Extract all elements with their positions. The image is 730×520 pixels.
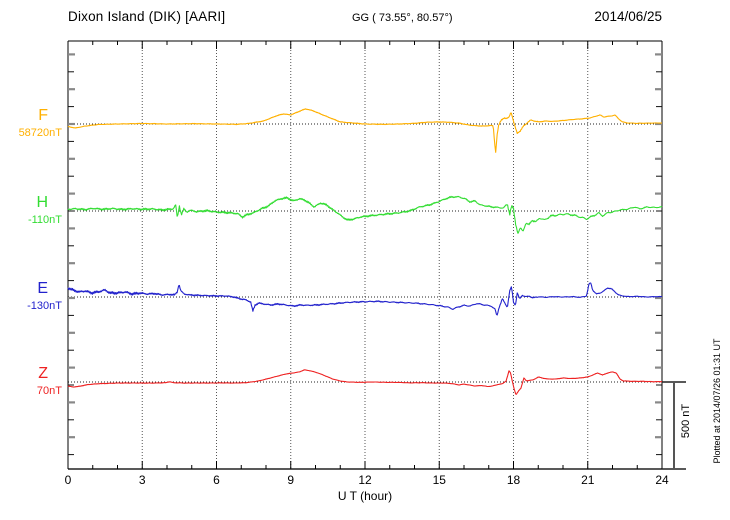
xaxis-tick-label-9: 9 [287,473,295,487]
component-baseline-value-E: -130nT [27,300,62,312]
component-label-F: F [38,107,48,124]
plotted-at-note: Plotted at 2014/07/26 01:31 UT [712,338,722,464]
geographic-coords: GG ( 73.55°, 80.57°) [352,12,453,24]
component-label-H: H [36,194,48,211]
component-baseline-value-F: 58720nT [18,127,62,139]
xaxis-tick-label-21: 21 [581,473,595,487]
component-baseline-value-Z: 70nT [36,385,62,397]
component-baseline-value-H: -110nT [27,214,62,226]
trace-F [67,108,662,153]
trace-Z [67,369,663,395]
scalebar-label: 500 nT [680,403,692,439]
trace-H [67,195,663,234]
record-date: 2014/06/25 [594,9,662,24]
xaxis-title: U T (hour) [337,489,393,503]
xaxis-tick-label-12: 12 [358,473,372,487]
xaxis-tick-label-24: 24 [655,473,669,487]
xaxis-tick-label-0: 0 [64,473,72,487]
trace-E [67,282,663,316]
xaxis-tick-label-6: 6 [213,473,220,487]
component-label-E: E [37,280,48,297]
station-title: Dixon Island (DIK) [AARI] [68,9,226,24]
component-label-Z: Z [38,365,48,382]
xaxis-tick-label-3: 3 [138,473,146,487]
xaxis-tick-label-15: 15 [432,473,446,487]
xaxis-tick-label-18: 18 [506,473,521,487]
